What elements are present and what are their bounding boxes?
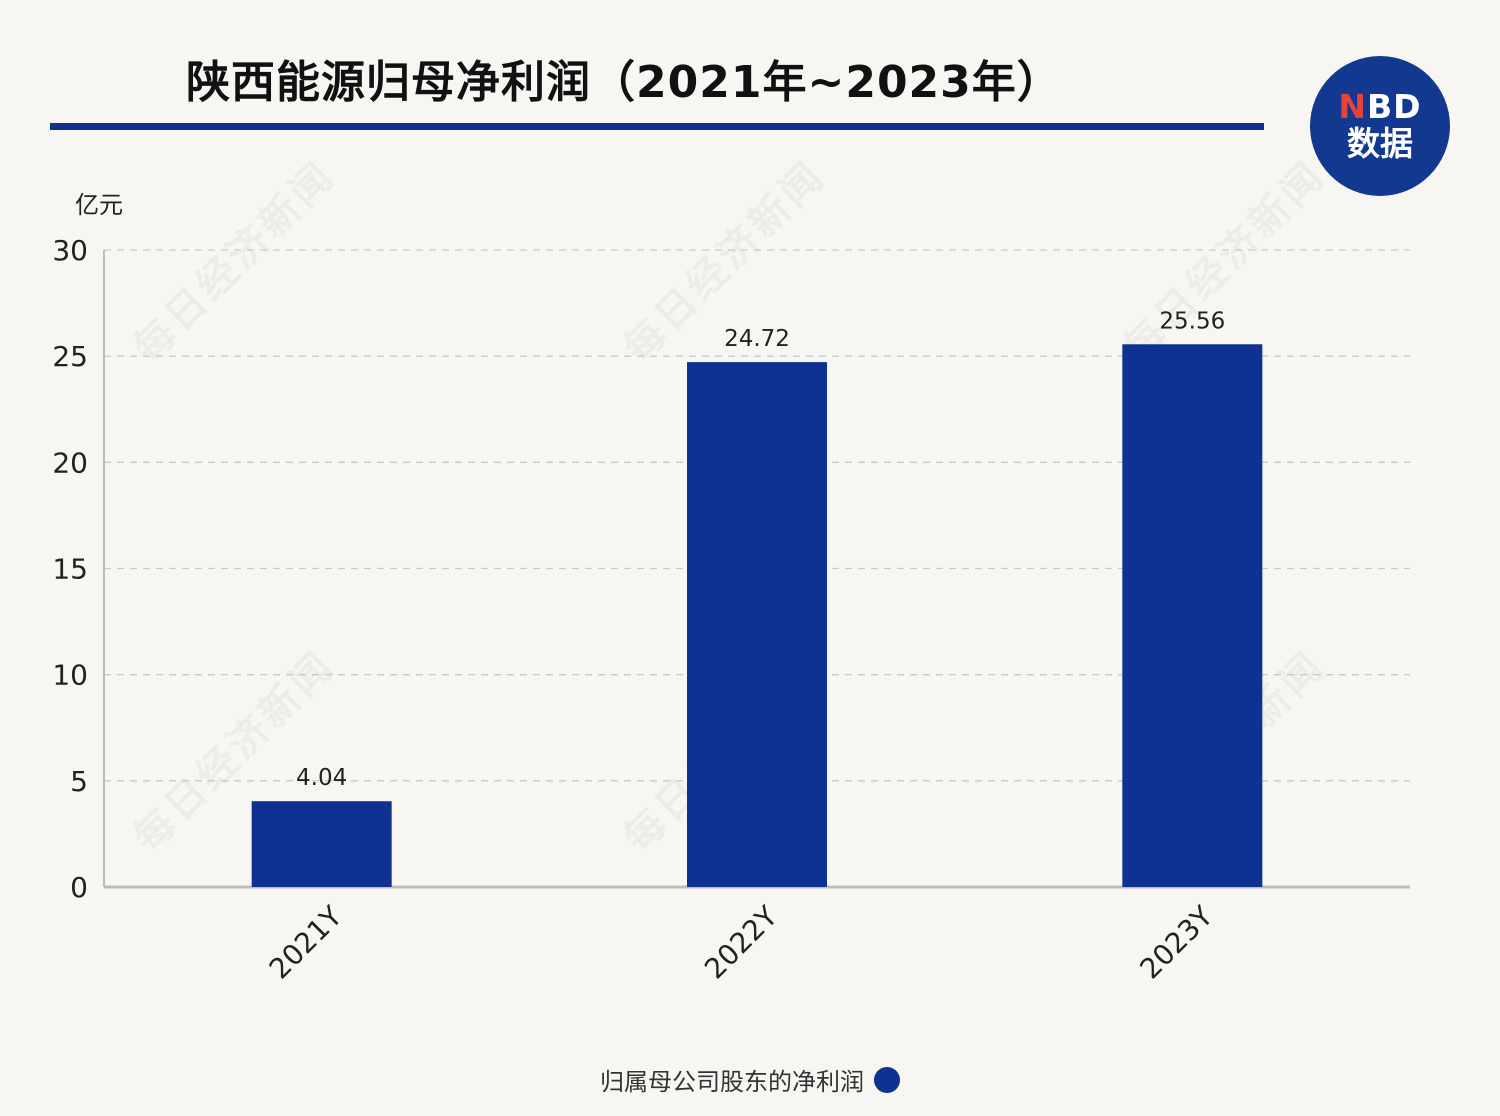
y-tick-label: 30 xyxy=(52,234,88,267)
y-tick-label: 25 xyxy=(52,340,88,373)
legend-swatch xyxy=(874,1066,900,1093)
y-tick-label: 5 xyxy=(70,765,88,798)
data-label: 25.56 xyxy=(1159,308,1225,334)
x-tick-label: 2021Y xyxy=(263,899,349,985)
y-tick-label: 10 xyxy=(52,659,88,692)
x-tick-label: 2023Y xyxy=(1133,899,1219,985)
title-underline xyxy=(50,123,1264,130)
legend: 归属母公司股东的净利润 xyxy=(0,1062,1500,1097)
y-tick-label: 15 xyxy=(52,553,88,586)
legend-label: 归属母公司股东的净利润 xyxy=(600,1068,864,1096)
logo-text-data: 数据 xyxy=(1347,124,1413,163)
chart-title: 陕西能源归母净利润（2021年~2023年） xyxy=(186,57,1062,108)
logo-text-nbd: NBD xyxy=(1338,87,1422,126)
y-axis-unit-label: 亿元 xyxy=(75,191,123,219)
nbd-logo: NBD 数据 xyxy=(1310,56,1450,196)
bar xyxy=(1122,344,1263,887)
bar xyxy=(687,362,827,887)
data-label: 4.04 xyxy=(296,765,347,791)
data-label: 24.72 xyxy=(724,326,790,352)
x-tick-label: 2022Y xyxy=(698,899,784,985)
y-tick-label: 20 xyxy=(52,446,88,479)
bar xyxy=(251,801,392,887)
y-tick-label: 0 xyxy=(70,871,88,904)
